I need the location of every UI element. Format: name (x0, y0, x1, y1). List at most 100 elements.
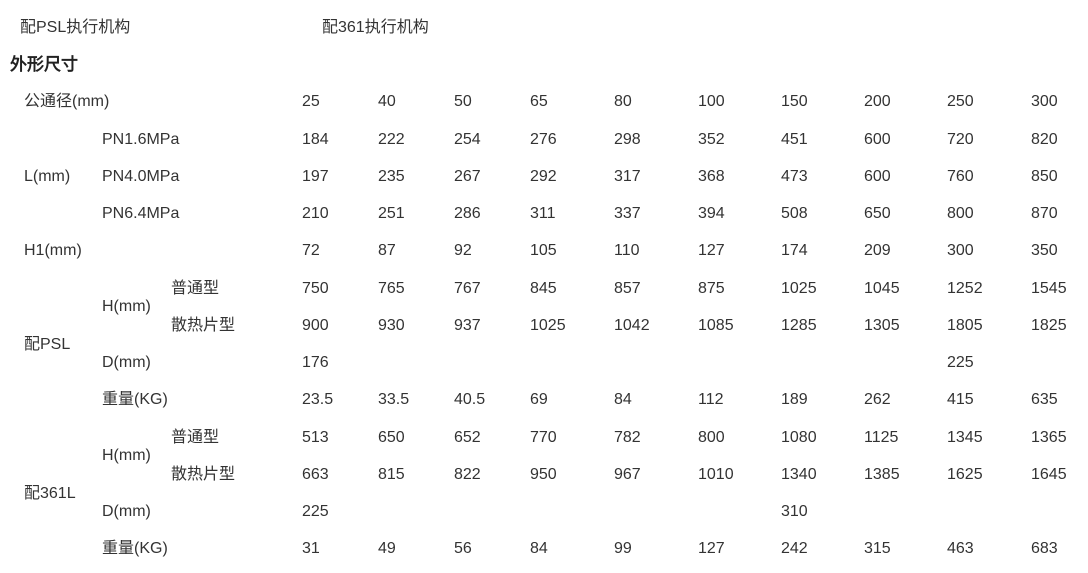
table-cell: 210 (302, 205, 329, 222)
table-cell: 1805 (947, 317, 983, 334)
label-361-H: H(mm) (102, 447, 151, 464)
table-cell: 50 (454, 93, 472, 110)
section-title: 外形尺寸 (10, 55, 78, 74)
label-psl-normal: 普通型 (171, 280, 220, 297)
label-pn64: PN6.4MPa (102, 205, 180, 222)
table-cell: 1080 (781, 429, 817, 446)
table-cell: 822 (454, 466, 481, 483)
table-cell: 242 (781, 540, 808, 557)
table-cell: 337 (614, 205, 641, 222)
label-361-group: 配361L (24, 485, 76, 502)
table-cell: 127 (698, 540, 725, 557)
table-cell: 92 (454, 242, 472, 259)
table-cell: 225 (947, 354, 974, 371)
table-cell: 286 (454, 205, 481, 222)
table-cell: 33.5 (378, 391, 410, 408)
table-cell: 84 (530, 540, 548, 557)
table-cell: 40.5 (454, 391, 486, 408)
table-cell: 720 (947, 131, 974, 148)
table-cell: 650 (378, 429, 405, 446)
label-361-fin: 散热片型 (171, 466, 236, 483)
table-cell: 1252 (947, 280, 983, 297)
label-psl-H: H(mm) (102, 298, 151, 315)
table-cell: 254 (454, 131, 481, 148)
table-cell: 300 (947, 242, 974, 259)
table-cell: 650 (864, 205, 891, 222)
table-cell: 209 (864, 242, 891, 259)
table-cell: 267 (454, 168, 481, 185)
table-cell: 150 (781, 93, 808, 110)
table-cell: 394 (698, 205, 725, 222)
table-cell: 875 (698, 280, 725, 297)
table-cell: 1305 (864, 317, 900, 334)
table-cell: 184 (302, 131, 329, 148)
table-cell: 950 (530, 466, 557, 483)
table-cell: 176 (302, 354, 329, 371)
label-nominal-diameter: 公通径(mm) (24, 93, 110, 110)
table-cell: 870 (1031, 205, 1058, 222)
table-cell: 84 (614, 391, 632, 408)
table-cell: 315 (864, 540, 891, 557)
table-cell: 600 (864, 168, 891, 185)
table-cell: 292 (530, 168, 557, 185)
table-cell: 508 (781, 205, 808, 222)
table-cell: 99 (614, 540, 632, 557)
label-H1: H1(mm) (24, 242, 82, 259)
table-cell: 800 (698, 429, 725, 446)
label-pn16: PN1.6MPa (102, 131, 180, 148)
table-cell: 937 (454, 317, 481, 334)
table-cell: 1825 (1031, 317, 1067, 334)
table-cell: 235 (378, 168, 405, 185)
table-cell: 174 (781, 242, 808, 259)
table-cell: 23.5 (302, 391, 334, 408)
table-cell: 1085 (698, 317, 734, 334)
table-cell: 1625 (947, 466, 983, 483)
table-cell: 815 (378, 466, 405, 483)
table-cell: 820 (1031, 131, 1058, 148)
table-cell: 31 (302, 540, 320, 557)
table-cell: 930 (378, 317, 405, 334)
table-cell: 635 (1031, 391, 1058, 408)
table-cell: 652 (454, 429, 481, 446)
table-cell: 845 (530, 280, 557, 297)
table-cell: 276 (530, 131, 557, 148)
table-cell: 1010 (698, 466, 734, 483)
table-cell: 1645 (1031, 466, 1067, 483)
table-cell: 200 (864, 93, 891, 110)
table-cell: 1125 (864, 429, 899, 446)
table-cell: 451 (781, 131, 808, 148)
table-cell: 750 (302, 280, 329, 297)
table-cell: 600 (864, 131, 891, 148)
table-cell: 87 (378, 242, 396, 259)
table-cell: 770 (530, 429, 557, 446)
table-cell: 683 (1031, 540, 1058, 557)
table-cell: 225 (302, 503, 329, 520)
table-cell: 1545 (1031, 280, 1067, 297)
table-cell: 65 (530, 93, 548, 110)
table-cell: 1042 (614, 317, 650, 334)
label-psl-fin: 散热片型 (171, 317, 236, 334)
label-361-D: D(mm) (102, 503, 151, 520)
label-361-normal: 普通型 (171, 429, 220, 446)
table-cell: 222 (378, 131, 405, 148)
psl-actuator-heading: 配PSL执行机构 (20, 19, 131, 36)
table-cell: 310 (781, 503, 808, 520)
table-cell: 262 (864, 391, 891, 408)
label-psl-D: D(mm) (102, 354, 151, 371)
table-cell: 1025 (530, 317, 566, 334)
table-cell: 350 (1031, 242, 1058, 259)
table-cell: 40 (378, 93, 396, 110)
table-cell: 1365 (1031, 429, 1067, 446)
table-cell: 850 (1031, 168, 1058, 185)
table-cell: 317 (614, 168, 641, 185)
table-cell: 415 (947, 391, 974, 408)
table-cell: 760 (947, 168, 974, 185)
table-cell: 1345 (947, 429, 983, 446)
table-cell: 100 (698, 93, 725, 110)
table-cell: 967 (614, 466, 641, 483)
table-cell: 1285 (781, 317, 817, 334)
table-cell: 69 (530, 391, 548, 408)
table-cell: 1025 (781, 280, 817, 297)
table-cell: 352 (698, 131, 725, 148)
